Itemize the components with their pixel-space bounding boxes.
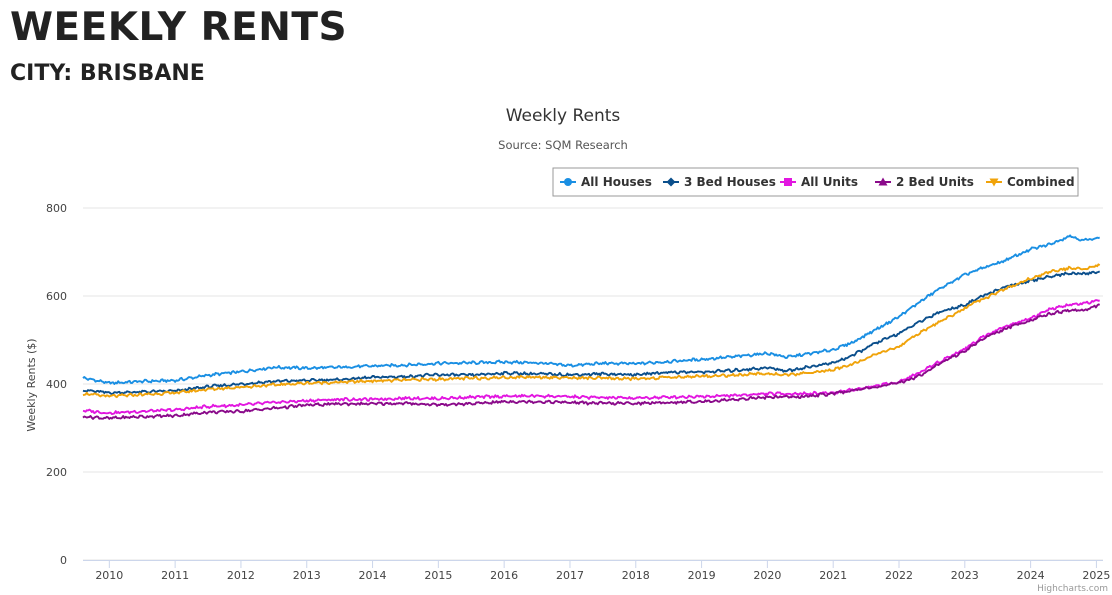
y-axis-label: Weekly Rents ($)	[25, 338, 38, 431]
legend-item-2-bed-units[interactable]: 2 Bed Units	[875, 175, 974, 189]
legend-marker-icon	[878, 177, 888, 186]
x-tick-label: 2025	[1082, 569, 1110, 582]
x-tick-label: 2011	[161, 569, 189, 582]
legend-marker-icon	[989, 178, 999, 187]
series-line-2-bed-units[interactable]	[82, 303, 1100, 420]
y-tick-label: 200	[46, 466, 67, 479]
x-tick-label: 2023	[951, 569, 979, 582]
x-tick-label: 2022	[885, 569, 913, 582]
x-tick-label: 2014	[359, 569, 387, 582]
y-tick-label: 800	[46, 202, 67, 215]
legend-item-all-houses[interactable]: All Houses	[560, 175, 652, 189]
chart-title: Weekly Rents	[506, 106, 621, 126]
y-tick-label: 400	[46, 378, 67, 391]
page-subheading: CITY: BRISBANE	[10, 61, 205, 86]
legend-marker-icon	[666, 177, 676, 187]
credits-text[interactable]: Highcharts.com	[1037, 584, 1108, 594]
legend-label: 3 Bed Houses	[684, 175, 776, 189]
x-tick-label: 2024	[1017, 569, 1045, 582]
legend-item-3-bed-houses[interactable]: 3 Bed Houses	[663, 175, 776, 189]
page-heading: WEEKLY RENTS	[10, 5, 348, 50]
x-tick-label: 2015	[424, 569, 452, 582]
chart-subtitle: Source: SQM Research	[498, 138, 628, 152]
series-line-all-houses[interactable]	[82, 234, 1101, 385]
y-tick-label: 0	[60, 554, 67, 567]
y-axis-ticks: 0 200 400 600 800	[46, 202, 67, 567]
legend-label: All Houses	[581, 175, 652, 189]
y-tick-label: 600	[46, 290, 67, 303]
x-tick-label: 2018	[622, 569, 650, 582]
x-axis: 2010 2011 2012 2013 2014 2015 2016 2017 2018 2019…	[83, 560, 1110, 582]
x-tick-label: 2017	[556, 569, 584, 582]
legend-item-combined[interactable]: Combined	[986, 175, 1075, 189]
legend-label: All Units	[801, 175, 858, 189]
series-line-3-bed-houses[interactable]	[82, 270, 1101, 395]
series-line-all-units[interactable]	[82, 299, 1100, 416]
x-tick-label: 2021	[819, 569, 847, 582]
legend-label: Combined	[1007, 175, 1075, 189]
series-lines	[82, 234, 1101, 420]
legend-marker-icon	[564, 178, 572, 186]
legend: All Houses 3 Bed Houses All Units 2 Bed Uni…	[552, 167, 1079, 197]
x-tick-label: 2019	[688, 569, 716, 582]
legend-item-all-units[interactable]: All Units	[780, 175, 858, 189]
series-line-combined[interactable]	[82, 263, 1101, 399]
legend-label: 2 Bed Units	[896, 175, 974, 189]
x-tick-label: 2012	[227, 569, 255, 582]
x-tick-label: 2016	[490, 569, 518, 582]
legend-marker-icon	[784, 178, 792, 186]
x-tick-label: 2020	[753, 569, 781, 582]
x-tick-label: 2010	[95, 569, 123, 582]
x-tick-label: 2013	[293, 569, 321, 582]
